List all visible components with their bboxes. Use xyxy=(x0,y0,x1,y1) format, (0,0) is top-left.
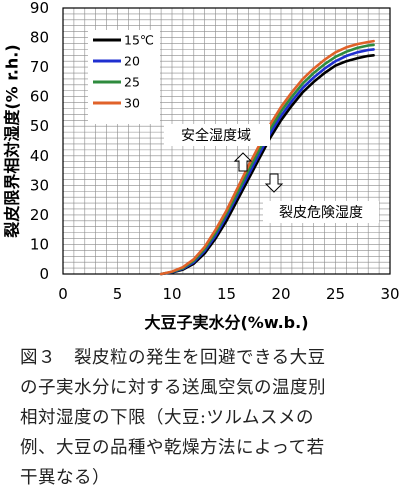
y-tick-label: 60 xyxy=(30,88,49,106)
caption-line: 干異なる） xyxy=(20,468,110,488)
caption-line: 相対湿度の下限（大豆:ツルムスメの xyxy=(20,408,315,428)
x-tick-label: 15 xyxy=(217,285,236,303)
series-layer xyxy=(159,39,375,276)
y-tick-label: 40 xyxy=(30,147,49,165)
annotation-bg xyxy=(263,201,379,223)
y-tick-label: 20 xyxy=(30,206,49,224)
annotation-label: 安全湿度域 xyxy=(181,127,251,144)
x-tick-label: 20 xyxy=(271,285,290,303)
plot-border xyxy=(62,7,391,275)
series-line xyxy=(159,39,375,276)
annotation-label: 裂皮危険湿度 xyxy=(279,205,363,221)
chart: 0 5 10 15 20 25 30 0 10 20 30 40 50 60 70 80 90 大豆子実水分(… xyxy=(3,0,400,332)
legend-label: 25 xyxy=(124,75,140,90)
x-tick-label: 5 xyxy=(113,285,123,303)
annotation-bg xyxy=(164,124,270,146)
figure-caption: 図３ 裂皮粒の発生を回避できる大豆 の子実水分に対する送風空気の温度別 相対湿度の下… xyxy=(20,343,392,493)
x-axis-title: 大豆子実水分(%w.b.) xyxy=(144,313,308,332)
series-line xyxy=(159,43,375,276)
x-tick-label: 25 xyxy=(326,285,345,303)
arrow-up-icon xyxy=(233,152,253,172)
x-tick-labels: 0 5 10 15 20 25 30 xyxy=(58,285,399,303)
y-tick-labels: 0 10 20 30 40 50 60 70 80 90 xyxy=(30,0,49,283)
y-tick-label: 10 xyxy=(30,235,49,253)
y-axis-title: 裂皮限界相対湿度(% r.h.) xyxy=(3,44,22,238)
y-tick-label: 90 xyxy=(30,0,49,17)
legend: 15℃ 20 25 30 xyxy=(88,30,160,124)
y-tick-label: 0 xyxy=(39,265,49,283)
y-tick-label: 30 xyxy=(30,176,49,194)
legend-label: 20 xyxy=(124,54,140,69)
caption-line: 図３ 裂皮粒の発生を回避できる大豆 xyxy=(20,348,326,368)
y-tick-label: 50 xyxy=(30,117,49,135)
legend-label: 15℃ xyxy=(124,33,154,48)
caption-line: 例、大豆の品種や乾燥方法によって若 xyxy=(20,438,325,458)
legend-label: 30 xyxy=(124,96,140,111)
legend-box xyxy=(88,30,160,124)
caption-line: の子実水分に対する送風空気の温度別 xyxy=(20,378,326,398)
x-tick-label: 0 xyxy=(58,285,68,303)
y-tick-label: 80 xyxy=(30,29,49,47)
y-tick-label: 70 xyxy=(30,58,49,76)
x-tick-label: 10 xyxy=(162,285,181,303)
arrow-down-icon xyxy=(264,173,284,193)
x-tick-label: 30 xyxy=(380,285,399,303)
series-line xyxy=(159,53,375,276)
